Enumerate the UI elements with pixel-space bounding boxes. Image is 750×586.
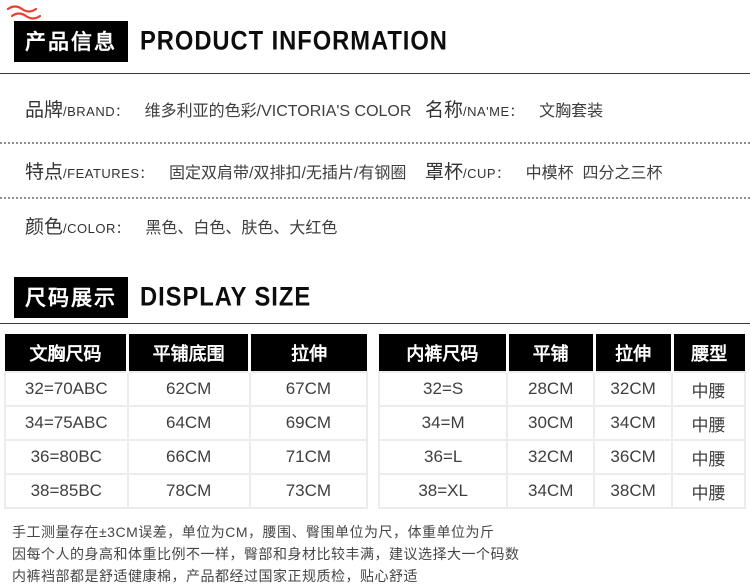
table-header-row: 内裤尺码 平铺 拉伸 腰型 (379, 334, 745, 372)
cup-label-en: /CUP： (463, 166, 510, 181)
field-cup: 罩杯/CUP： 中模杯 四分之三杯 (425, 157, 750, 184)
field-name: 名称/NA'ME： 文胸套装 (425, 95, 750, 122)
size-tables: 文胸尺码 平铺底围 拉伸 32=70ABC 62CM 67CM 34=75ABC 64CM 69… (4, 334, 746, 509)
table-cell: 62CM (126, 371, 251, 407)
column-header: 文胸尺码 (5, 334, 128, 372)
table-row: 32=S 28CM 32CM 中腰 (377, 371, 746, 407)
table-cell: 32=S (377, 371, 509, 407)
product-info-badge: 产品信息 (14, 21, 128, 62)
brand-value: 维多利亚的色彩/VICTORIA'S COLOR (144, 102, 412, 120)
note-line: 内裤裆部都是舒适健康棉，产品都经过国家正规质检，贴心舒适 (12, 568, 418, 584)
brand-label-en: /BRAND： (63, 103, 129, 119)
table-row: 38=XL 34CM 38CM 中腰 (377, 473, 746, 509)
display-size-title-en: DISPLAY SIZE (140, 281, 312, 313)
panty-size-table: 内裤尺码 平铺 拉伸 腰型 32=S 28CM 32CM 中腰 34=M 30CM 34CM 中腰 36… (377, 334, 746, 509)
color-value: 黑色、白色、肤色、大红色 (145, 219, 338, 237)
field-features: 特点/FEATURES： 固定双肩带/双排扣/无插片/有钢圈 (25, 157, 425, 184)
divider-line (0, 323, 750, 324)
name-label-en: /NA'ME： (463, 103, 524, 119)
display-size-badge: 尺码展示 (14, 277, 128, 318)
table-row: 34=M 30CM 34CM 中腰 (377, 405, 746, 441)
note-line: 因每个人的身高和体重比例不一样，臀部和身材比较丰满，建议选择大一个码数 (12, 546, 520, 562)
table-cell: 34=M (377, 405, 509, 441)
name-value: 文胸套装 (539, 102, 604, 120)
red-scribble-mark (6, 5, 42, 20)
table-cell: 38CM (593, 473, 674, 509)
info-row-color: 颜色/COLOR： 黑色、白色、肤色、大红色 (0, 199, 750, 251)
column-header: 内裤尺码 (379, 334, 508, 372)
display-size-header: 尺码展示 DISPLAY SIZE (14, 251, 750, 318)
field-brand: 品牌/BRAND： 维多利亚的色彩/VICTORIA'S COLOR (25, 95, 425, 122)
table-cell: 34=75ABC (4, 405, 129, 441)
info-row-features-cup: 特点/FEATURES： 固定双肩带/双排扣/无插片/有钢圈 罩杯/CUP： 中… (0, 144, 750, 199)
table-row: 34=75ABC 64CM 69CM (4, 405, 369, 441)
table-cell: 67CM (248, 371, 369, 407)
table-cell: 34CM (593, 405, 674, 441)
column-header: 拉伸 (592, 334, 673, 372)
column-header: 平铺底围 (126, 334, 250, 372)
note-line: 手工测量存在±3CM误差，单位为CM，腰围、臀围单位为尺，体重单位为斤 (12, 524, 495, 540)
column-header: 拉伸 (248, 334, 367, 372)
table-cell: 73CM (248, 473, 369, 509)
table-cell: 30CM (506, 405, 596, 441)
features-label-en: /FEATURES： (63, 166, 154, 181)
name-label-zh: 名称 (425, 99, 464, 121)
table-cell: 64CM (126, 405, 251, 441)
color-label-zh: 颜色 (25, 216, 64, 238)
table-cell: 78CM (126, 473, 251, 509)
table-cell: 32=70ABC (4, 371, 129, 407)
table-cell: 32CM (506, 439, 596, 475)
table-row: 38=85BC 78CM 73CM (4, 473, 369, 509)
features-value: 固定双肩带/双排扣/无插片/有钢圈 (169, 165, 407, 182)
table-cell: 36=80BC (4, 439, 129, 475)
table-cell: 66CM (126, 439, 251, 475)
divider-line (0, 73, 750, 74)
table-cell: 28CM (506, 371, 596, 407)
table-cell: 34CM (506, 473, 596, 509)
table-cell: 38=XL (377, 473, 509, 509)
product-info-title-en: PRODUCT INFORMATION (140, 25, 448, 57)
table-row: 32=70ABC 62CM 67CM (4, 371, 369, 407)
table-row: 36=L 32CM 36CM 中腰 (377, 439, 746, 475)
table-cell: 中腰 (671, 439, 746, 475)
table-cell: 中腰 (671, 371, 746, 407)
column-header: 平铺 (505, 334, 595, 372)
table-row: 36=80BC 66CM 71CM (4, 439, 369, 475)
info-row-brand-name: 品牌/BRAND： 维多利亚的色彩/VICTORIA'S COLOR 名称/NA… (0, 74, 750, 144)
table-cell: 71CM (248, 439, 369, 475)
table-cell: 69CM (248, 405, 369, 441)
features-label-zh: 特点 (25, 162, 64, 183)
column-header: 腰型 (670, 334, 745, 372)
measurement-notes: 手工测量存在±3CM误差，单位为CM，腰围、臀围单位为尺，体重单位为斤 因每个人… (12, 521, 738, 586)
cup-label-zh: 罩杯 (425, 162, 464, 183)
table-header-row: 文胸尺码 平铺底围 拉伸 (5, 334, 367, 372)
color-label-en: /COLOR： (63, 220, 130, 236)
bra-size-table: 文胸尺码 平铺底围 拉伸 32=70ABC 62CM 67CM 34=75ABC 64CM 69… (4, 334, 369, 509)
field-color: 颜色/COLOR： 黑色、白色、肤色、大红色 (25, 212, 425, 239)
table-cell: 36=L (377, 439, 509, 475)
table-cell: 中腰 (671, 473, 746, 509)
table-cell: 32CM (593, 371, 674, 407)
table-cell: 38=85BC (4, 473, 129, 509)
product-info-header: 产品信息 PRODUCT INFORMATION (14, 0, 750, 62)
cup-value: 中模杯 四分之三杯 (525, 165, 663, 182)
table-cell: 中腰 (671, 405, 746, 441)
brand-label-zh: 品牌 (25, 99, 64, 121)
table-cell: 36CM (593, 439, 674, 475)
